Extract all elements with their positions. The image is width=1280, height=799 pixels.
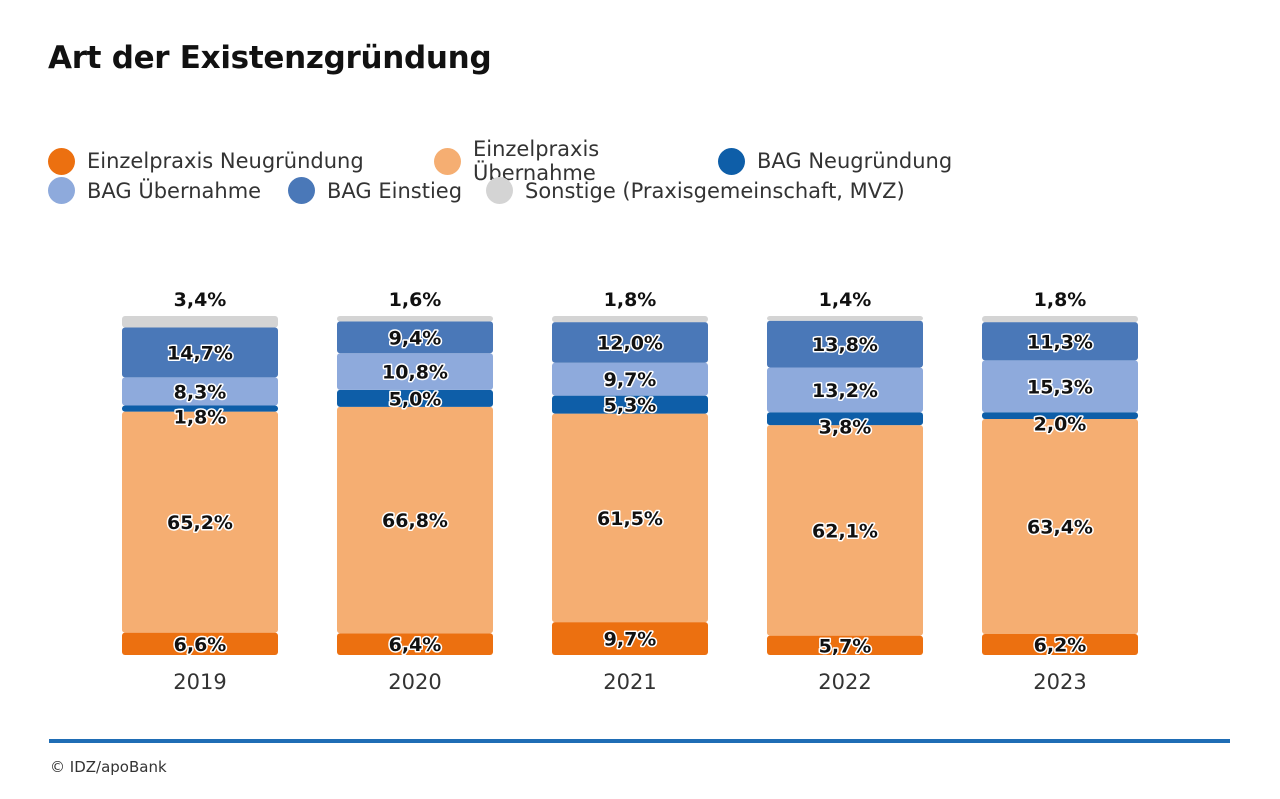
bar-segment bbox=[337, 321, 493, 354]
x-tick-label: 2020 bbox=[388, 670, 441, 694]
legend-label: Sonstige (Praxisgemeinschaft, MVZ) bbox=[525, 178, 905, 203]
legend-swatch bbox=[718, 147, 745, 175]
legend-swatch bbox=[486, 177, 513, 204]
data-label: 1,6% bbox=[389, 289, 442, 311]
legend-label: BAG Neugründung bbox=[757, 149, 953, 173]
data-label: 14,7% bbox=[167, 342, 233, 364]
data-label: 5,0% bbox=[389, 388, 442, 410]
data-label: 13,8% bbox=[812, 334, 878, 356]
legend-swatch bbox=[48, 177, 75, 204]
bar-segment bbox=[982, 419, 1138, 634]
legend-item-einzelpraxis-neugruendung: Einzelpraxis Neugründung bbox=[48, 147, 434, 175]
data-label: 6,6% bbox=[174, 634, 227, 656]
legend-label: BAG Übernahme bbox=[87, 178, 262, 203]
x-tick-label: 2019 bbox=[173, 670, 226, 694]
data-label: 6,2% bbox=[1034, 634, 1087, 656]
data-label: 2,0% bbox=[1034, 414, 1087, 436]
bar-segment bbox=[122, 316, 278, 328]
bar-segment bbox=[552, 362, 708, 396]
legend-item-einzelpraxis-uebernahme: Einzelpraxis Übernahme bbox=[434, 137, 718, 185]
data-label: 3,8% bbox=[819, 417, 872, 439]
bar-segment bbox=[767, 425, 923, 636]
legend-item-bag-einstieg: BAG Einstieg bbox=[288, 177, 486, 204]
source-credit: © IDZ/apoBank bbox=[50, 758, 167, 776]
bar-segment bbox=[552, 413, 708, 623]
chart-title: Art der Existenzgründung bbox=[48, 40, 492, 76]
data-label: 9,4% bbox=[389, 327, 442, 349]
bar-segment bbox=[552, 322, 708, 363]
bar-segment bbox=[552, 316, 708, 323]
data-label: 1,8% bbox=[1034, 289, 1087, 311]
data-label: 3,4% bbox=[174, 289, 227, 311]
bar-segment bbox=[982, 322, 1138, 361]
data-label: 5,7% bbox=[819, 635, 872, 657]
bar-group-2022: 5,7% 62,1% 3,8% 13,2% 13,8% 1,4% 2022 bbox=[767, 289, 923, 694]
legend-label: Einzelpraxis Neugründung bbox=[87, 149, 364, 173]
bar-segment bbox=[982, 316, 1138, 323]
legend-item-sonstige: Sonstige (Praxisgemeinschaft, MVZ) bbox=[486, 177, 905, 204]
data-label: 9,7% bbox=[604, 369, 657, 391]
bar-group-2023: 6,2% 63,4% 2,0% 15,3% 11,3% 1,8% 2023 bbox=[982, 289, 1138, 694]
x-tick-label: 2021 bbox=[603, 670, 656, 694]
data-label: 5,3% bbox=[604, 395, 657, 417]
bar-segment bbox=[337, 316, 493, 322]
data-label: 15,3% bbox=[1027, 376, 1093, 398]
bar-segment bbox=[337, 633, 493, 655]
bar-segment bbox=[337, 389, 493, 407]
footer-rule bbox=[49, 739, 1230, 743]
data-label: 62,1% bbox=[812, 520, 878, 542]
bar-segment bbox=[767, 316, 923, 321]
legend-row-1: Einzelpraxis Neugründung Einzelpraxis Üb… bbox=[48, 137, 952, 185]
data-label: 1,4% bbox=[819, 289, 872, 311]
bar-segment bbox=[982, 633, 1138, 655]
bar-group-2020: 6,4% 66,8% 5,0% 10,8% 9,4% 1,6% 2020 bbox=[337, 289, 493, 694]
bar-segment bbox=[767, 412, 923, 426]
data-label: 65,2% bbox=[167, 512, 233, 534]
x-tick-label: 2022 bbox=[818, 670, 871, 694]
bar-segment bbox=[767, 320, 923, 368]
bar-segment bbox=[552, 622, 708, 655]
bar-segment bbox=[122, 411, 278, 633]
bar-segment bbox=[982, 412, 1138, 420]
bar-segment bbox=[337, 406, 493, 634]
data-label: 10,8% bbox=[382, 362, 448, 384]
data-label: 6,4% bbox=[389, 634, 442, 656]
bar-segment bbox=[552, 395, 708, 414]
legend-swatch bbox=[288, 177, 315, 204]
bar-segment bbox=[122, 327, 278, 378]
bar-segment bbox=[982, 360, 1138, 413]
data-label: 11,3% bbox=[1027, 331, 1093, 353]
legend-label: BAG Einstieg bbox=[327, 178, 463, 203]
bar-group-2021: 9,7% 61,5% 5,3% 9,7% 12,0% 1,8% 2021 bbox=[552, 289, 708, 694]
data-label: 66,8% bbox=[382, 510, 448, 532]
bar-segment bbox=[767, 367, 923, 413]
legend-swatch bbox=[48, 147, 75, 175]
legend-swatch bbox=[434, 147, 461, 175]
bar-segment bbox=[337, 353, 493, 390]
data-label: 63,4% bbox=[1027, 517, 1093, 539]
data-label: 13,2% bbox=[812, 380, 878, 402]
bar-segment bbox=[122, 377, 278, 406]
data-label: 1,8% bbox=[174, 407, 227, 429]
data-label: 1,8% bbox=[604, 289, 657, 311]
x-tick-label: 2023 bbox=[1033, 670, 1086, 694]
data-label: 9,7% bbox=[604, 629, 657, 651]
data-label: 12,0% bbox=[597, 332, 663, 354]
bar-segment bbox=[767, 635, 923, 655]
legend-item-bag-uebernahme: BAG Übernahme bbox=[48, 177, 288, 204]
legend-row-2: BAG Übernahme BAG Einstieg Sonstige (Pra… bbox=[48, 177, 905, 204]
legend-item-bag-neugruendung: BAG Neugründung bbox=[718, 147, 953, 175]
data-label: 8,3% bbox=[174, 381, 227, 403]
bar-segment bbox=[122, 405, 278, 412]
bar-segment bbox=[122, 632, 278, 655]
data-label: 61,5% bbox=[597, 508, 663, 530]
bar-group-2019: 6,6% 65,2% 1,8% 8,3% 14,7% 3,4% 2019 bbox=[122, 289, 278, 694]
legend-label: Einzelpraxis Übernahme bbox=[473, 137, 600, 185]
